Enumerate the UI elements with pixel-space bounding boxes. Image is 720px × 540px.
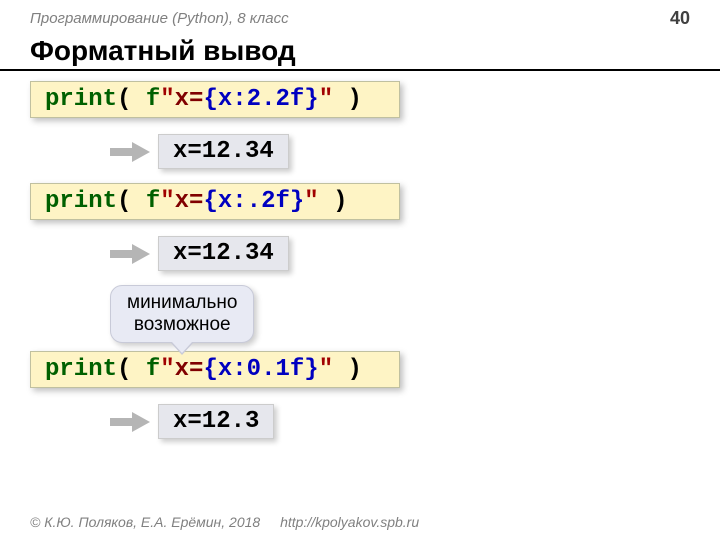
code-block: print( f"x={x:2.2f}" ) (30, 81, 400, 118)
token-brace: { (203, 356, 217, 383)
output-row: x=12.34 (110, 236, 690, 271)
token-print: print (45, 188, 117, 215)
copyright: © К.Ю. Поляков, Е.А. Ерёмин, 2018 (30, 514, 260, 530)
token-quote: " (319, 86, 333, 113)
token-fprefix: f (146, 356, 160, 383)
footer-url: http://kpolyakov.spb.ru (280, 514, 419, 530)
token-paren: ) (333, 86, 362, 113)
token-paren: ( (117, 356, 146, 383)
token-format: x:2.2f (218, 86, 304, 113)
token-quote: " (304, 188, 318, 215)
arrow-right-icon (110, 242, 150, 266)
code-block: print( f"x={x:.2f}" ) (30, 183, 400, 220)
token-brace: } (304, 356, 318, 383)
token-string: x= (175, 86, 204, 113)
course-label: Программирование (Python), 8 класс (30, 10, 289, 27)
output-value: x=12.3 (158, 404, 274, 439)
output-row: x=12.3 (110, 404, 690, 439)
output-value: x=12.34 (158, 236, 289, 271)
token-print: print (45, 86, 117, 113)
token-brace: } (304, 86, 318, 113)
token-string: x= (175, 356, 204, 383)
token-brace: { (203, 86, 217, 113)
token-paren: ) (333, 356, 362, 383)
token-quote: " (160, 356, 174, 383)
token-format: x:0.1f (218, 356, 304, 383)
callout-line: возможное (134, 314, 231, 335)
token-quote: " (160, 86, 174, 113)
token-format: x:.2f (218, 188, 290, 215)
token-fprefix: f (146, 86, 160, 113)
arrow-right-icon (110, 410, 150, 434)
token-fprefix: f (146, 188, 160, 215)
callout-line: минимально (127, 292, 237, 313)
token-paren: ) (319, 188, 348, 215)
callout: минимально возможное (110, 285, 254, 343)
token-string: x= (175, 188, 204, 215)
output-row: x=12.34 (110, 134, 690, 169)
slide-body: print( f"x={x:2.2f}" ) x=12.34 print( f"… (0, 81, 720, 439)
token-paren: ( (117, 86, 146, 113)
token-brace: { (203, 188, 217, 215)
slide-title: Форматный вывод (0, 33, 720, 71)
callout-wrap: минимально возможное (110, 285, 690, 343)
token-paren: ( (117, 188, 146, 215)
token-brace: } (290, 188, 304, 215)
slide-footer: © К.Ю. Поляков, Е.А. Ерёмин, 2018 http:/… (30, 514, 419, 530)
slide-header: Программирование (Python), 8 класс 40 (0, 0, 720, 33)
page-number: 40 (670, 8, 690, 29)
output-value: x=12.34 (158, 134, 289, 169)
arrow-right-icon (110, 140, 150, 164)
token-print: print (45, 356, 117, 383)
token-quote: " (319, 356, 333, 383)
code-block: print( f"x={x:0.1f}" ) (30, 351, 400, 388)
token-quote: " (160, 188, 174, 215)
